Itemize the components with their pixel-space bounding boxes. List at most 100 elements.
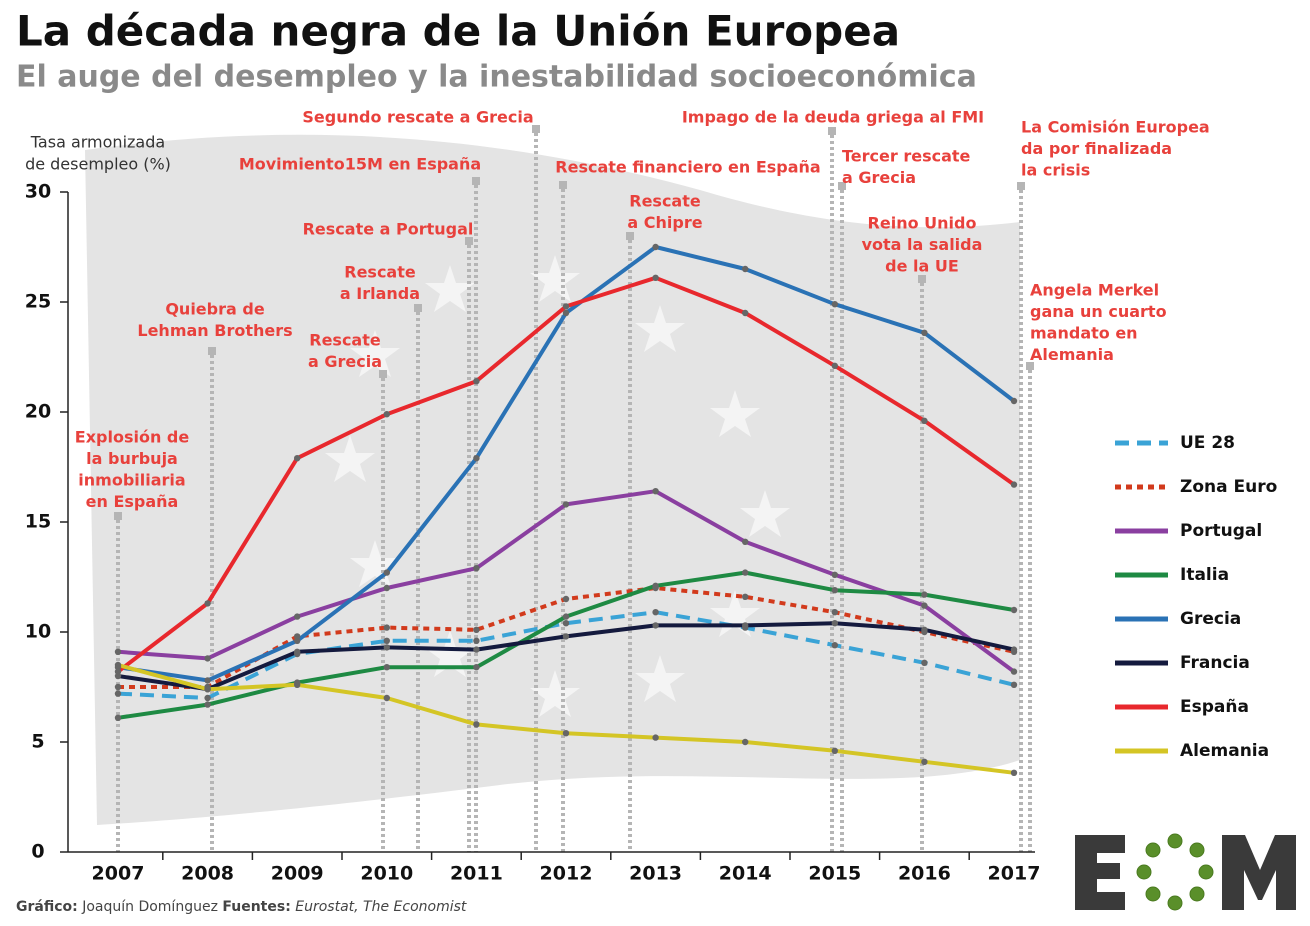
- event-annotation: da por finalizada: [1021, 139, 1172, 158]
- data-point: [652, 734, 659, 741]
- data-point: [921, 329, 928, 336]
- data-point: [652, 243, 659, 251]
- event-annotation: la burbuja: [86, 449, 178, 468]
- data-point: [562, 501, 570, 508]
- data-point: [921, 602, 928, 609]
- y-tick-label: 0: [31, 841, 44, 863]
- event-annotation: a Chipre: [627, 213, 702, 232]
- event-line-cap: [838, 182, 846, 190]
- event-annotation: La Comisión Europea: [1021, 118, 1210, 137]
- data-point: [652, 582, 659, 589]
- data-point: [562, 633, 570, 640]
- event-annotation: de la UE: [885, 257, 959, 276]
- event-annotation: la crisis: [1021, 161, 1090, 180]
- event-annotation: a Grecia: [308, 352, 382, 371]
- event-annotation: vota la salida: [862, 235, 983, 254]
- data-point: [921, 626, 928, 633]
- data-point: [831, 362, 838, 369]
- data-point: [831, 642, 838, 649]
- footer-label: Fuentes:: [222, 899, 290, 915]
- data-point: [652, 488, 659, 495]
- event-annotation: inmobiliaria: [78, 471, 185, 490]
- data-point: [204, 677, 211, 684]
- data-point: [383, 624, 390, 631]
- x-tick-label: 2016: [898, 863, 951, 885]
- data-point: [114, 714, 122, 721]
- data-point: [204, 701, 211, 708]
- data-point: [383, 584, 390, 592]
- legend-label: Portugal: [1180, 521, 1262, 541]
- data-point: [114, 683, 122, 691]
- legend-label: UE 28: [1180, 433, 1235, 453]
- event-annotation: Reino Unido: [868, 214, 977, 233]
- event-annotation: Rescate: [309, 331, 381, 350]
- data-point: [742, 622, 749, 629]
- event-annotation: mandato en: [1030, 324, 1138, 343]
- event-annotation: a Grecia: [842, 168, 916, 187]
- data-point: [294, 648, 301, 655]
- data-point: [473, 378, 480, 385]
- y-tick-label: 30: [25, 181, 51, 203]
- y-axis-label: Tasa armonizada: [30, 133, 165, 152]
- y-tick-label: 15: [25, 511, 51, 533]
- data-point: [1010, 646, 1018, 653]
- event-line-cap: [379, 370, 387, 378]
- x-tick-label: 2011: [450, 863, 503, 885]
- logo: [1075, 833, 1296, 911]
- flag-stars: [325, 255, 790, 717]
- event-annotation: Quiebra de: [165, 300, 264, 319]
- event-line-cap: [414, 304, 422, 312]
- event-annotation: Explosión de: [75, 428, 190, 447]
- data-point: [742, 593, 749, 600]
- data-point: [831, 571, 838, 578]
- event-annotation: Rescate: [344, 263, 416, 282]
- footer-sources: Eurostat, The Economist: [295, 899, 467, 915]
- data-point: [473, 637, 480, 644]
- data-point: [831, 747, 838, 754]
- x-tick-label: 2017: [988, 863, 1041, 885]
- event-line-cap: [626, 232, 634, 240]
- data-point: [383, 411, 390, 418]
- event-line-cap: [1026, 362, 1034, 370]
- footer: Gráfico: Joaquín Domínguez Fuentes: Euro…: [16, 899, 467, 915]
- event-annotation: Impago de la deuda griega al FMI: [682, 108, 984, 127]
- y-tick-label: 10: [25, 621, 51, 643]
- event-annotation: a Irlanda: [340, 284, 420, 303]
- data-point: [742, 538, 749, 545]
- data-point: [114, 668, 122, 675]
- y-tick-label: 5: [31, 731, 44, 753]
- legend-label: Italia: [1180, 565, 1229, 585]
- x-tick-label: 2009: [271, 863, 324, 885]
- y-axis-label: de desempleo (%): [25, 155, 171, 174]
- x-tick-label: 2007: [92, 863, 145, 885]
- data-point: [1010, 769, 1018, 776]
- data-point: [473, 626, 480, 633]
- event-annotation: gana un cuarto: [1030, 302, 1167, 321]
- event-annotation: Rescate a Portugal: [303, 220, 474, 239]
- data-point: [562, 595, 570, 603]
- data-point: [562, 303, 570, 310]
- event-annotation: Tercer rescate: [842, 147, 971, 166]
- chart-subtitle: El auge del desempleo y la inestabilidad…: [16, 60, 977, 95]
- event-annotation: Rescate financiero en España: [555, 158, 820, 177]
- data-point: [921, 417, 928, 424]
- data-point: [294, 633, 301, 640]
- data-point: [742, 569, 749, 576]
- data-point: [383, 694, 390, 702]
- event-line-cap: [465, 237, 473, 245]
- data-point: [204, 600, 211, 607]
- data-point: [742, 265, 749, 273]
- data-point: [831, 587, 838, 594]
- event-annotation: Alemania: [1030, 345, 1114, 364]
- event-line-cap: [114, 512, 122, 520]
- data-point: [204, 686, 211, 693]
- data-point: [1010, 397, 1018, 405]
- legend-label: Grecia: [1180, 609, 1241, 629]
- data-point: [921, 591, 928, 598]
- data-point: [204, 694, 211, 702]
- footer-author: Joaquín Domínguez: [81, 899, 218, 915]
- data-point: [652, 609, 659, 616]
- legend-label: España: [1180, 697, 1249, 717]
- data-point: [114, 672, 122, 680]
